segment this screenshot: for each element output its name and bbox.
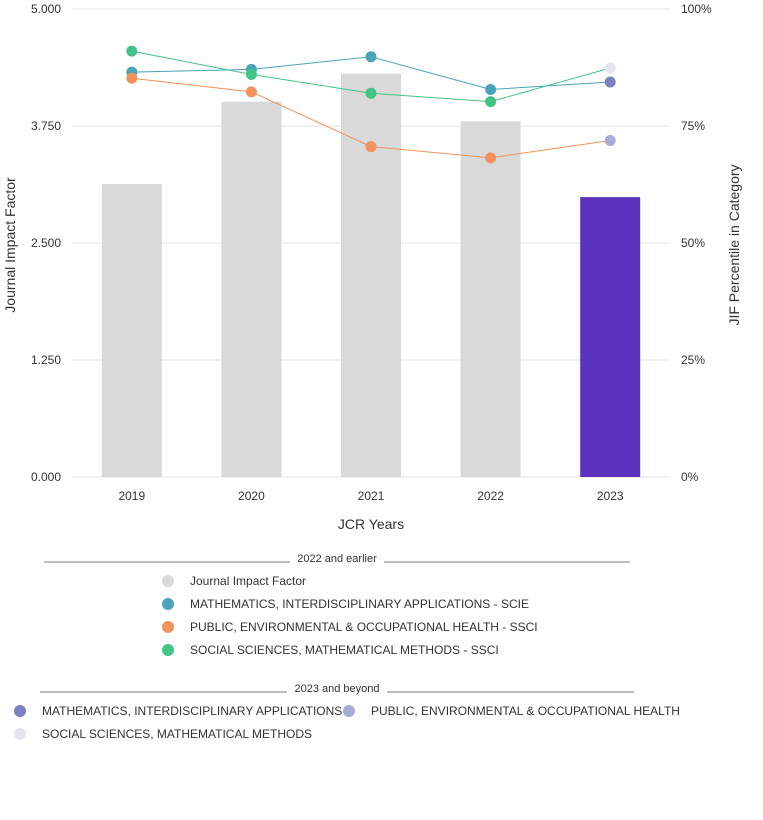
y2-tick-label: 25% <box>681 353 705 367</box>
legend-label-health-2023[interactable]: PUBLIC, ENVIRONMENTAL & OCCUPATIONAL HEA… <box>371 704 680 718</box>
series-point[interactable] <box>365 87 377 99</box>
bar[interactable] <box>101 184 162 478</box>
series-point-2023[interactable] <box>604 62 616 74</box>
bar[interactable] <box>221 101 282 477</box>
y-tick-label: 5.000 <box>31 2 61 16</box>
series-point[interactable] <box>485 152 497 164</box>
y2-tick-label: 100% <box>681 2 712 16</box>
bars <box>101 73 641 478</box>
series-point[interactable] <box>485 96 497 108</box>
bar[interactable] <box>341 73 401 478</box>
legend-label-math-2023[interactable]: MATHEMATICS, INTERDISCIPLINARY APPLICATI… <box>42 704 342 718</box>
x-tick-label: 2020 <box>238 489 265 503</box>
series-point[interactable] <box>126 72 138 84</box>
legend-swatch-jif <box>162 575 174 587</box>
legend-swatch-social-ssci <box>162 644 174 656</box>
legend-label-math-scie[interactable]: MATHEMATICS, INTERDISCIPLINARY APPLICATI… <box>190 597 529 611</box>
legend-group1-heading: 2022 and earlier <box>297 553 377 565</box>
x-tick-label: 2021 <box>358 489 385 503</box>
series-points <box>126 45 616 164</box>
series-point-2023[interactable] <box>604 76 616 88</box>
series-point[interactable] <box>365 141 377 153</box>
y2-axis-title: JIF Percentile in Category <box>726 164 742 325</box>
x-tick-label: 2019 <box>118 489 145 503</box>
y-tick-label: 2.500 <box>31 236 61 250</box>
x-tick-label: 2023 <box>597 489 624 503</box>
series-point[interactable] <box>365 51 377 63</box>
y-tick-label: 0.000 <box>31 470 61 484</box>
series-point[interactable] <box>485 83 497 95</box>
legend-label-jif[interactable]: Journal Impact Factor <box>190 574 306 588</box>
legend-label-social-2023[interactable]: SOCIAL SCIENCES, MATHEMATICAL METHODS <box>42 727 312 741</box>
legend: 2022 and earlier Journal Impact Factor M… <box>14 553 680 741</box>
legend-swatch-health-ssci <box>162 621 174 633</box>
x-tick-label: 2022 <box>477 489 504 503</box>
legend-swatch-math-2023 <box>14 705 26 717</box>
legend-group2-heading: 2023 and beyond <box>294 683 379 695</box>
legend-label-health-ssci[interactable]: PUBLIC, ENVIRONMENTAL & OCCUPATIONAL HEA… <box>190 620 538 634</box>
series-point[interactable] <box>245 69 257 81</box>
legend-swatch-health-2023 <box>343 705 355 717</box>
series-point[interactable] <box>126 45 138 57</box>
y2-tick-label: 50% <box>681 236 705 250</box>
bar[interactable] <box>460 121 521 477</box>
bar[interactable] <box>580 197 641 478</box>
legend-swatch-social-2023 <box>14 728 26 740</box>
x-axis-title: JCR Years <box>338 516 404 532</box>
axes: Journal Impact Factor JIF Percentile in … <box>2 2 742 532</box>
y-tick-label: 3.750 <box>31 119 61 133</box>
legend-label-social-ssci[interactable]: SOCIAL SCIENCES, MATHEMATICAL METHODS - … <box>190 643 499 657</box>
y2-tick-label: 0% <box>681 470 699 484</box>
y-tick-label: 1.250 <box>31 353 61 367</box>
legend-swatch-math-scie <box>162 598 174 610</box>
series-point[interactable] <box>245 86 257 98</box>
series-point-2023[interactable] <box>604 135 616 147</box>
y-axis-title: Journal Impact Factor <box>2 177 18 313</box>
y2-tick-label: 75% <box>681 119 705 133</box>
